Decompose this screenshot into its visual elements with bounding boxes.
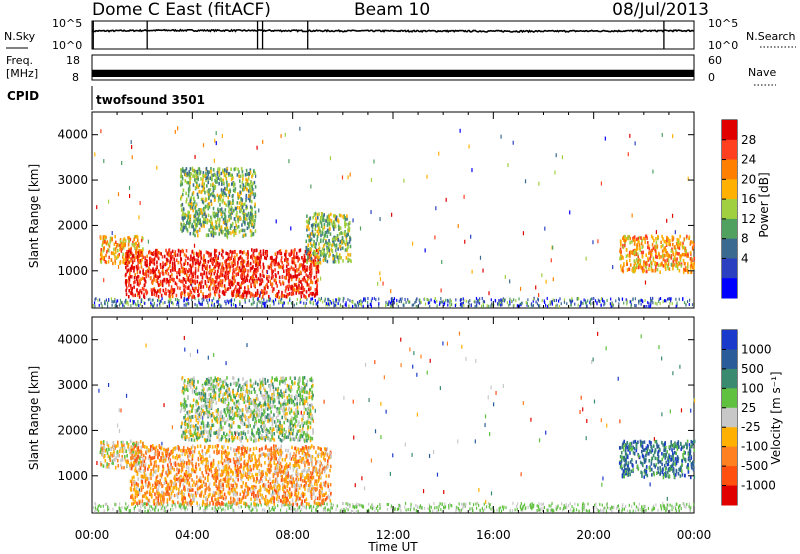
power-heatmap xyxy=(92,126,696,308)
colorbar-segment-4 xyxy=(722,407,737,428)
velocity-colorbar: 1000 500 100 25 -25 -100 -500 -1000 xyxy=(722,330,776,506)
colorbar-segment-6 xyxy=(722,446,737,467)
power-panel: 1000 2000 3000 4000 Slant Range [km] 28 24 20… xyxy=(27,111,771,309)
frequency-band xyxy=(92,69,694,77)
ytick-label-2: 3000 xyxy=(57,173,88,187)
colorbar-segment-3 xyxy=(722,179,737,200)
colorbar-tick-0: 1000 xyxy=(741,342,772,356)
colorbar-segment-2 xyxy=(722,159,737,180)
nave-right-label: Nave xyxy=(748,66,776,79)
noise-right-label: N.Search xyxy=(746,30,796,43)
colorbar-tick-6: -500 xyxy=(741,459,768,473)
freq-left-tick-top: 18 xyxy=(66,54,80,67)
colorbar-tick-4: 12 xyxy=(741,212,756,226)
colorbar-segment-6 xyxy=(722,238,737,259)
xtick-label-6: 00:00 xyxy=(677,528,712,542)
velocity-axes: 1000 2000 3000 4000 00:00 04:00 08:00 12:00 16:0… xyxy=(57,317,711,542)
noise-panel: N.Sky 10^5 10^0 10^5 10^0 N.Search xyxy=(4,17,796,52)
noise-left-label: N.Sky xyxy=(4,30,36,43)
echo-region-3 xyxy=(618,439,696,480)
cpid-row: CPID twofsound 3501 xyxy=(7,86,205,110)
colorbar-segment-3 xyxy=(722,388,737,409)
ytick-label-1: 2000 xyxy=(57,218,88,232)
noise-right-tick-top: 10^5 xyxy=(708,17,738,30)
freq-left-tick-bottom: 8 xyxy=(72,71,79,84)
xtick-label-4: 16:00 xyxy=(476,528,511,542)
xtick-label-5: 20:00 xyxy=(576,528,611,542)
power-colorbar: 28 24 20 16 12 8 4 xyxy=(722,120,756,299)
colorbar-tick-5: -100 xyxy=(741,440,768,454)
colorbar-segment-4 xyxy=(722,199,737,220)
colorbar-tick-0: 28 xyxy=(741,133,756,147)
xtick-label-1: 04:00 xyxy=(175,528,210,542)
colorbar-segment-7 xyxy=(722,466,737,487)
frequency-panel-frame xyxy=(91,54,695,81)
power-axes: 1000 2000 3000 4000 xyxy=(57,112,695,308)
noise-panel-frame xyxy=(91,20,695,50)
nave-right-tick-bottom: 0 xyxy=(708,71,715,84)
chart-title: Dome C East (fitACF) xyxy=(92,0,271,20)
colorbar-segment-1 xyxy=(722,349,737,370)
noise-left-tick-bottom: 10^0 xyxy=(52,39,82,52)
colorbar-segment-7 xyxy=(722,258,737,279)
colorbar-segment-0 xyxy=(722,330,737,350)
power-ylabel: Slant Range [km] xyxy=(27,164,41,268)
colorbar-tick-3: 25 xyxy=(741,401,756,415)
colorbar-tick-2: 20 xyxy=(741,172,756,186)
colorbar-segment-2 xyxy=(722,368,737,389)
noise-left-tick-top: 10^5 xyxy=(52,17,82,30)
colorbar-tick-1: 500 xyxy=(741,362,764,376)
ytick-label-1: 2000 xyxy=(57,423,88,437)
colorbar-segment-0 xyxy=(722,120,737,141)
velocity-colorbar-label: Velocity [m s⁻¹] xyxy=(769,371,783,464)
echo-region-0 xyxy=(99,234,144,266)
frequency-panel: Freq. [MHz] 18 8 60 0 Nave xyxy=(6,54,776,86)
echo-region-1 xyxy=(129,444,332,507)
colorbar-segment-5 xyxy=(722,427,737,448)
cpid-label: CPID xyxy=(7,89,39,103)
noise-right-tick-bottom: 10^0 xyxy=(708,39,738,52)
velocity-ylabel: Slant Range [km] xyxy=(27,366,41,470)
ytick-label-3: 4000 xyxy=(57,333,88,347)
date-label: 08/Jul/2013 xyxy=(612,0,709,20)
power-colorbar-label: Power [dB] xyxy=(757,172,771,237)
colorbar-tick-2: 100 xyxy=(741,381,764,395)
beam-label: Beam 10 xyxy=(354,0,430,20)
colorbar-tick-6: 4 xyxy=(741,251,749,265)
colorbar-tick-3: 16 xyxy=(741,192,756,206)
xtick-label-3: 12:00 xyxy=(376,528,411,542)
noise-series xyxy=(91,21,695,49)
time-axis-label: Time UT xyxy=(367,540,418,554)
ytick-label-3: 4000 xyxy=(57,128,88,142)
colorbar-tick-5: 8 xyxy=(741,232,749,246)
xtick-label-0: 00:00 xyxy=(75,528,110,542)
noise-line xyxy=(91,28,695,34)
ytick-label-0: 1000 xyxy=(57,264,88,278)
colorbar-segment-5 xyxy=(722,218,737,240)
freq-left-label-line1: Freq. xyxy=(6,54,33,67)
nave-right-tick-top: 60 xyxy=(708,54,722,67)
colorbar-segment-8 xyxy=(722,278,737,299)
velocity-panel: 1000 2000 3000 4000 00:00 04:00 08:00 12:00 16:0… xyxy=(27,316,783,554)
echo-region-1 xyxy=(124,248,320,300)
velocity-heatmap xyxy=(92,331,696,513)
ytick-label-2: 3000 xyxy=(57,378,88,392)
ytick-label-0: 1000 xyxy=(57,469,88,483)
colorbar-tick-1: 24 xyxy=(741,153,756,167)
colorbar-tick-7: -1000 xyxy=(741,479,776,493)
velocity-panel-frame xyxy=(91,316,695,514)
echo-region-4 xyxy=(619,234,696,275)
colorbar-tick-4: -25 xyxy=(741,420,761,434)
xtick-label-2: 08:00 xyxy=(275,528,310,542)
cpid-value: twofsound 3501 xyxy=(96,93,205,107)
echo-region-2 xyxy=(179,376,314,443)
colorbar-segment-1 xyxy=(722,139,737,161)
colorbar-segment-8 xyxy=(722,485,737,506)
echo-region-2 xyxy=(179,166,257,238)
echo-region-3 xyxy=(305,211,352,266)
freq-left-label-line2: [MHz] xyxy=(6,67,38,80)
